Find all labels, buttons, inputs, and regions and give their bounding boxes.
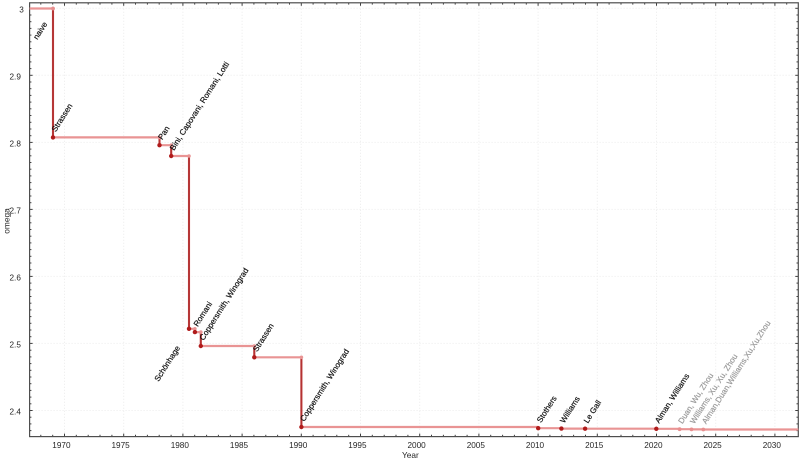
svg-text:1970: 1970 [52, 441, 71, 450]
svg-text:2.7: 2.7 [10, 207, 22, 216]
svg-text:2.5: 2.5 [10, 341, 22, 350]
svg-text:2.9: 2.9 [10, 73, 22, 82]
svg-text:1990: 1990 [289, 441, 308, 450]
svg-text:2025: 2025 [703, 441, 722, 450]
svg-text:2005: 2005 [467, 441, 486, 450]
svg-text:2010: 2010 [526, 441, 545, 450]
svg-text:2000: 2000 [407, 441, 426, 450]
svg-text:2020: 2020 [644, 441, 663, 450]
svg-text:1980: 1980 [171, 441, 190, 450]
svg-text:2015: 2015 [585, 441, 604, 450]
svg-text:omega: omega [2, 208, 12, 234]
svg-text:2030: 2030 [763, 441, 782, 450]
svg-text:1985: 1985 [230, 441, 249, 450]
svg-text:1995: 1995 [348, 441, 367, 450]
svg-text:3: 3 [19, 6, 24, 15]
svg-text:Year: Year [402, 450, 419, 460]
svg-text:2.6: 2.6 [10, 274, 22, 283]
svg-text:1975: 1975 [111, 441, 130, 450]
svg-text:2.8: 2.8 [10, 140, 22, 149]
svg-text:2.4: 2.4 [10, 408, 22, 417]
